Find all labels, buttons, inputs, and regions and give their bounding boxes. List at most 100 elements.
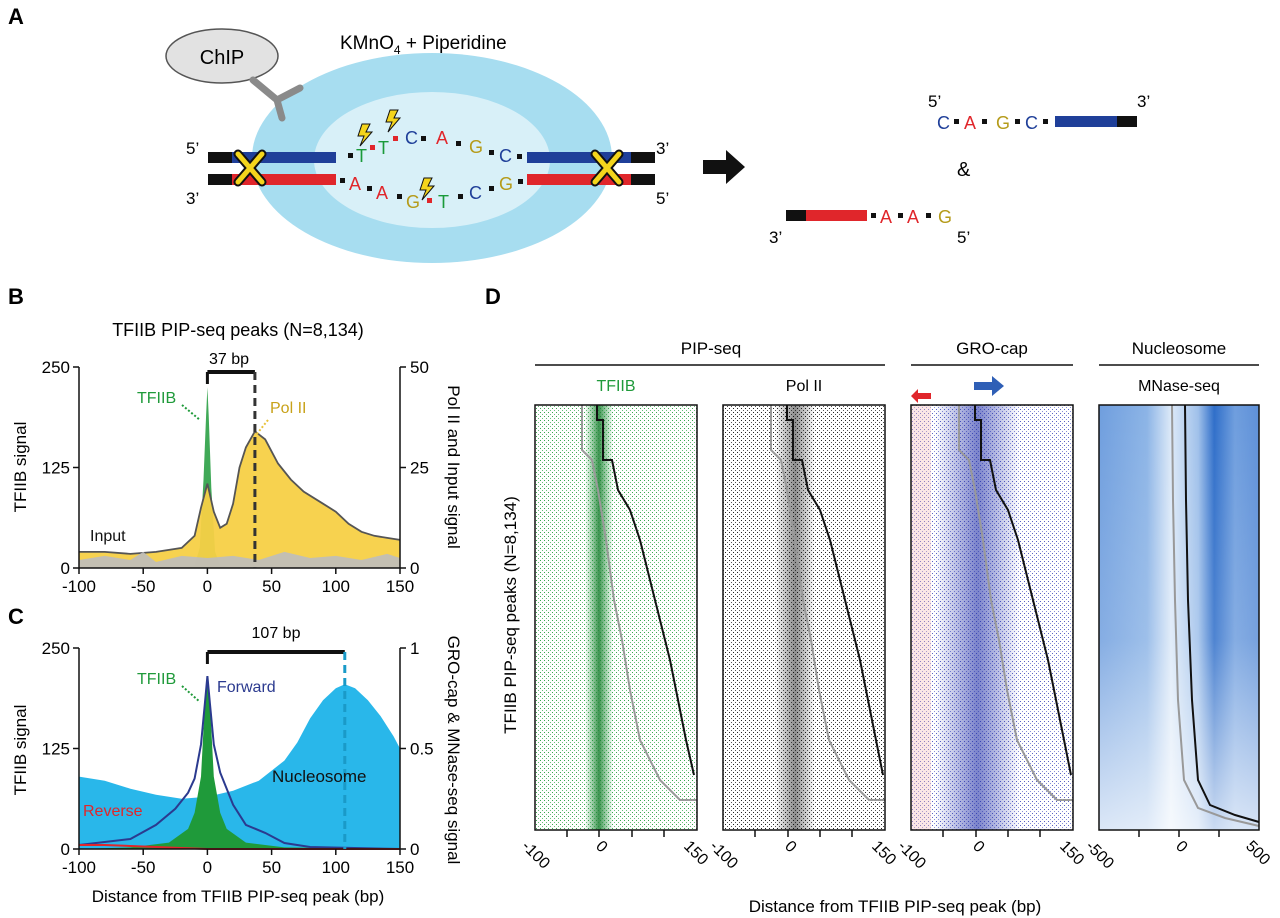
chip-bubble [165, 28, 279, 84]
x-tick-label: 100 [322, 858, 350, 877]
strand-top-right-black [631, 152, 655, 163]
y-tick-label-right: 25 [410, 459, 429, 478]
y-tick-label-right: 0 [410, 840, 419, 859]
y-tick-label-left: 125 [42, 740, 70, 759]
leader-tfiib-c [181, 685, 201, 703]
x-tick-label: 50 [262, 858, 281, 877]
heatmap-grocap [910, 404, 1074, 831]
five-prime-bottom-right: 5’ [656, 189, 669, 208]
y-tick-label-left: 0 [61, 559, 70, 578]
label-pol2-b: Pol II [270, 400, 306, 417]
five-prime-top-left: 5’ [186, 139, 199, 158]
bracket-label-b: 37 bp [209, 351, 249, 368]
bracket-label-c: 107 bp [252, 625, 301, 642]
x-tick-label: -100 [62, 577, 96, 596]
y-tick-label-right: 50 [410, 358, 429, 377]
x-tick-label: -100 [62, 858, 96, 877]
product-bottom-three-prime: 3’ [769, 228, 782, 247]
panel-b: B TFIIB PIP-seq peaks (N=8,134) TFIIB si… [8, 284, 463, 596]
ampersand: & [957, 159, 971, 181]
sort-line-gray [958, 405, 1073, 801]
tick-label: 150 [680, 838, 711, 869]
product-bottom-base-1: A [907, 207, 919, 227]
tick-label: -100 [518, 838, 553, 873]
x-tick-label: 100 [322, 577, 350, 596]
panel-c-ylabel-left: TFIIB signal [11, 705, 30, 796]
three-prime-top-right: 3’ [656, 139, 669, 158]
tick-label: 0 [781, 838, 799, 856]
product-bottom-black [786, 210, 806, 221]
heatmap-ticks [566, 830, 1220, 837]
product-top-black [1117, 116, 1137, 127]
sort-line-black [974, 405, 1072, 776]
y-tick-label-left: 0 [61, 840, 70, 859]
label-forward-c: Forward [217, 679, 276, 696]
series-area-input [79, 551, 400, 568]
label-nucleosome-c: Nucleosome [272, 767, 367, 786]
y-tick-label-left: 250 [42, 639, 70, 658]
panel-d-ylabel: TFIIB PIP-seq peaks (N=8,134) [501, 496, 520, 734]
base-top-4: G [469, 137, 483, 157]
antibody-icon [249, 76, 304, 122]
heatmap-title-tfiib: TFIIB [596, 378, 635, 395]
base-top-5: C [499, 146, 512, 166]
x-tick-label: -50 [131, 858, 156, 877]
product-bottom-base-2: G [938, 207, 952, 227]
label-reverse-c: Reverse [83, 803, 143, 820]
panel-c-label: C [8, 604, 24, 629]
sort-line-black [786, 405, 884, 776]
x-tick-label: 50 [262, 577, 281, 596]
three-prime-bottom-left: 3’ [186, 189, 199, 208]
x-tick-label: 0 [203, 577, 212, 596]
label-tfiib-b: TFIIB [137, 390, 176, 407]
base-bottom-2: G [406, 192, 420, 212]
tick-label: -100 [894, 838, 929, 873]
y-tick-label-right: 0.5 [410, 740, 434, 759]
heatmap-title-mnase: MNase-seq [1138, 378, 1220, 395]
label-tfiib-c: TFIIB [137, 671, 176, 688]
panel-b-label: B [8, 284, 24, 309]
panel-c-xlabel: Distance from TFIIB PIP-seq peak (bp) [92, 887, 385, 906]
base-bottom-5: G [499, 174, 513, 194]
product-bottom-red [806, 210, 867, 221]
chip-label: ChIP [200, 47, 244, 69]
label-input-b: Input [90, 528, 126, 545]
tick-label: -100 [706, 838, 741, 873]
reverse-arrow-icon [911, 389, 931, 403]
group-pipseq-label: PIP-seq [681, 339, 741, 358]
heatmap-tfiib [534, 404, 698, 831]
tick-label: 0 [1172, 838, 1190, 856]
panel-a-label: A [8, 4, 24, 29]
base-bottom-0: A [349, 174, 361, 194]
y-tick-label-left: 125 [42, 459, 70, 478]
base-bottom-3: T [438, 192, 449, 212]
top-bases: T T C A G C [348, 128, 522, 166]
tick-label: -500 [1082, 838, 1117, 873]
sort-line-black [1184, 404, 1260, 823]
lightning-icon [385, 109, 402, 133]
heatmap-mnase [1098, 404, 1260, 831]
x-tick-label: 150 [386, 858, 414, 877]
heatmap-tick-labels: -100 0 150 -100 0 150 -100 0 150 -500 0 … [518, 838, 1273, 873]
strand-top-right-blue [527, 152, 631, 163]
series-area-pol-ii [79, 431, 400, 568]
strand-top-left-blue [232, 152, 336, 163]
series-outline-pol-ii [79, 429, 401, 555]
tick-label: 0 [969, 838, 987, 856]
product-bottom-five-prime: 5’ [957, 228, 970, 247]
heatmap-pol2 [722, 404, 886, 831]
base-top-2: C [405, 128, 418, 148]
panel-b-ylabel-left: TFIIB signal [11, 422, 30, 513]
strand-bottom-left-black [208, 174, 232, 185]
tick-label: 500 [1242, 838, 1273, 869]
product-top-base-3: C [1025, 113, 1038, 133]
product-top-base-0: C [937, 113, 950, 133]
bottom-bases: A A G T C G [340, 174, 523, 212]
crosslink-x-icon [590, 149, 624, 187]
x-tick-label: -50 [131, 577, 156, 596]
crosslink-x-icon [233, 149, 267, 187]
product-bottom-base-0: A [880, 207, 892, 227]
base-top-1: T [378, 138, 389, 158]
